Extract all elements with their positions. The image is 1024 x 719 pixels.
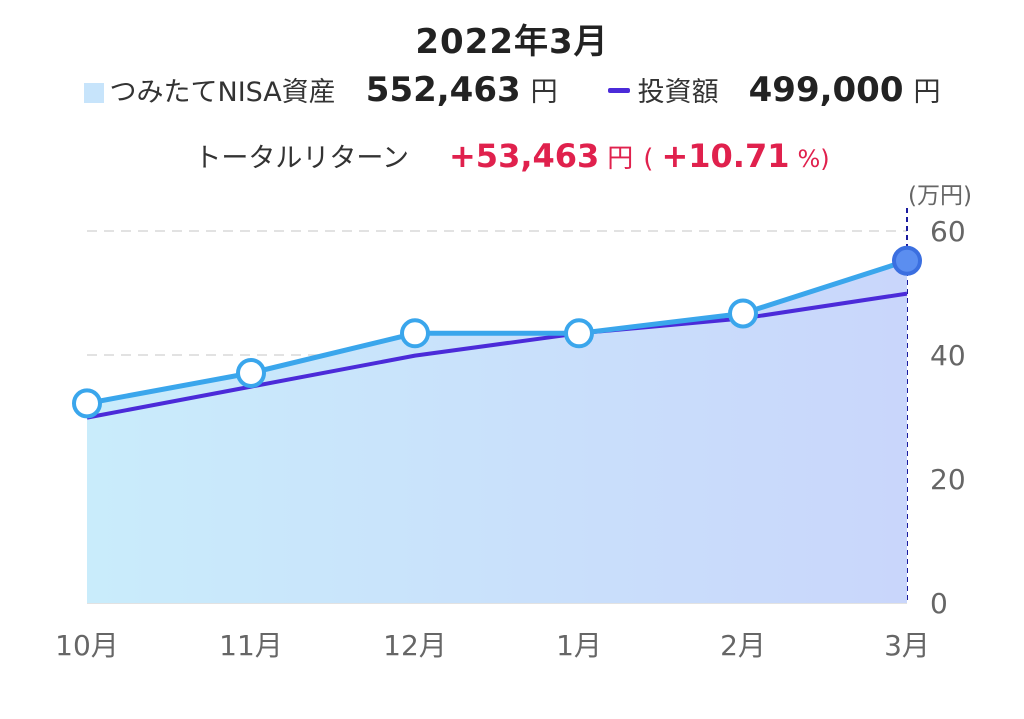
y-tick-label: 60 [930,215,966,248]
total-return-percent-unit: %) [797,145,830,173]
y-tick-label: 40 [930,339,966,372]
total-return-paren: ( [643,144,654,174]
x-tick-label: 3月 [884,629,930,662]
y-tick-label: 0 [930,587,948,620]
asset-point-current [892,245,922,276]
y-tick-label: 20 [930,463,966,496]
x-tick-label: 10月 [55,629,119,662]
asset-point [564,318,594,349]
asset-value: 552,463 [365,70,521,110]
asset-legend-label: つみたてNISA資産 [109,77,336,108]
total-return-unit: 円 [607,144,634,174]
asset-unit: 円 [530,77,558,108]
invest-unit: 円 [913,77,941,108]
x-tick-label: 1月 [556,629,602,662]
asset-point [400,318,430,349]
total-return: トータルリターン +53,463 円 ( +10.71 %) [0,136,1024,175]
y-unit-label: (万円) [908,183,972,209]
asset-point [236,357,266,388]
x-tick-label: 12月 [383,629,447,662]
invest-legend-swatch [607,88,630,93]
asset-point [72,388,102,419]
x-tick-label: 11月 [219,629,283,662]
asset-line [86,258,908,406]
total-return-value: +53,463 [448,137,600,175]
x-tick-label: 2月 [720,629,766,662]
asset-point [728,298,758,329]
legend: つみたてNISA資産 552,463 円 投資額 499,000 円 [0,70,1024,110]
invest-value: 499,000 [748,70,904,110]
asset-area [87,260,907,603]
total-return-percent: +10.71 [661,137,790,175]
asset-legend-swatch [83,83,104,103]
total-return-label: トータルリターン [194,143,409,174]
invest-line [86,291,908,420]
invest-legend-label: 投資額 [637,77,719,108]
chart-title: 2022年3月 [415,22,609,62]
